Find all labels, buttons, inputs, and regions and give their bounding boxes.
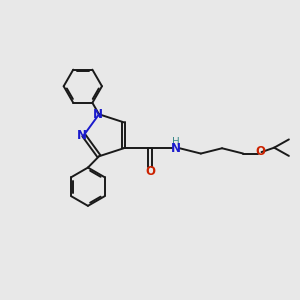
Text: N: N <box>171 142 181 155</box>
Text: O: O <box>145 165 155 178</box>
Text: N: N <box>77 129 87 142</box>
Text: H: H <box>172 137 180 147</box>
Text: N: N <box>92 108 103 121</box>
Text: O: O <box>255 145 265 158</box>
